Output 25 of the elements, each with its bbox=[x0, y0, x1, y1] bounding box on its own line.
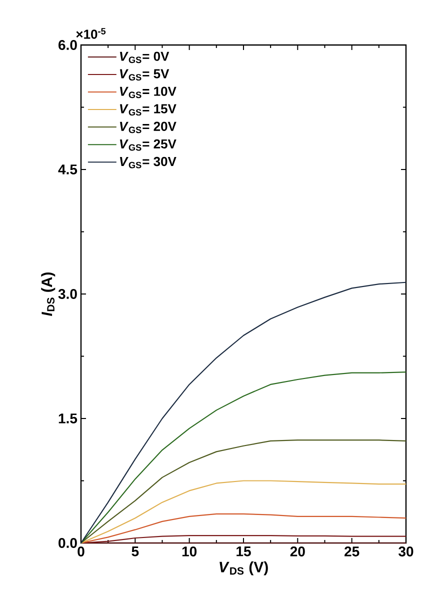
line-series bbox=[80, 282, 407, 544]
x-tick-label: 20 bbox=[290, 546, 305, 556]
legend-label: V$_{GS}$= 0V bbox=[120, 52, 170, 64]
y-tick-label: 3.0 bbox=[58, 289, 77, 299]
line-series bbox=[80, 480, 407, 544]
x-axis-title: V$_{DS}$ (V) bbox=[220, 561, 268, 576]
x-tick-label: 15 bbox=[236, 546, 251, 556]
legend-label: V$_{GS}$= 10V bbox=[120, 86, 176, 98]
x-tick-label: 25 bbox=[344, 546, 360, 556]
legend-label: V$_{GS}$= 30V bbox=[120, 156, 176, 168]
y-tick-label: 0.0 bbox=[58, 538, 77, 548]
y-axis-title: I$_{DS}$ (A) bbox=[41, 272, 56, 316]
legend-label: V$_{GS}$= 20V bbox=[120, 122, 176, 134]
legend-label: V$_{GS}$= 15V bbox=[120, 104, 176, 116]
y-tick-label: 1.5 bbox=[58, 414, 78, 424]
legend-label: V$_{GS}$= 5V bbox=[120, 69, 170, 81]
text: ×10$^{-5}$ bbox=[76, 28, 106, 39]
x-tick-label: 10 bbox=[182, 546, 197, 556]
y-tick-label: 4.5 bbox=[58, 164, 78, 174]
x-tick-label: 0 bbox=[78, 546, 84, 556]
x-tick-label: 5 bbox=[132, 546, 139, 556]
legend-label: V$_{GS}$= 25V bbox=[120, 139, 176, 151]
x-tick-label: 30 bbox=[398, 546, 414, 556]
line-series bbox=[80, 371, 407, 544]
y-tick-label: 6.0 bbox=[58, 40, 77, 50]
